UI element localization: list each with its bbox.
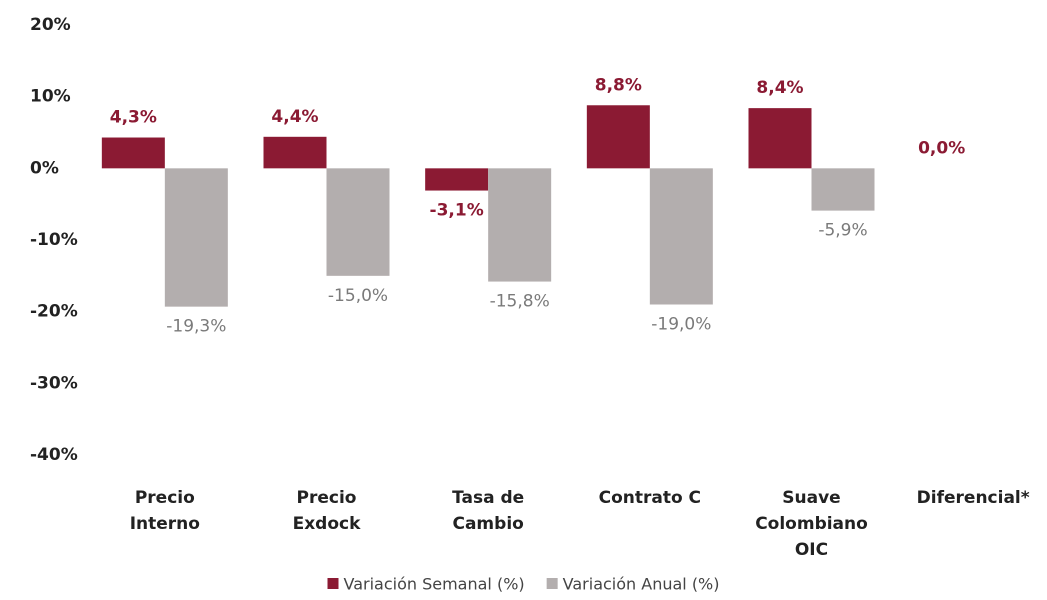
y-tick-label: -10% [30,230,78,250]
value-label: -19,0% [651,315,711,335]
y-tick-label: -40% [30,445,78,465]
y-tick-label: -30% [30,373,78,393]
value-label: 0,0% [918,138,965,158]
bar [586,105,650,169]
x-tick-label: Tasa de Cambio [452,488,524,534]
x-tick-label: Precio Interno [130,488,200,534]
y-tick-label: 20% [30,15,71,35]
legend: Variación Semanal (%) Variación Anual (%) [327,575,720,594]
bar [649,168,713,305]
bar [326,168,390,276]
value-label: 8,8% [595,75,642,95]
legend-label: Variación Semanal (%) [344,575,525,594]
y-tick-label: 10% [30,87,71,107]
bar [101,137,165,169]
bar [811,168,875,211]
bar [488,168,552,282]
value-label: -15,8% [490,292,550,312]
bar [164,168,228,307]
legend-swatch [546,578,558,589]
value-label: 4,4% [271,107,318,127]
bar [263,136,327,169]
value-label: -5,9% [818,221,867,241]
y-tick-label: -20% [30,302,78,322]
x-tick-label: Precio Exdock [293,488,362,534]
x-tick-label: Diferencial* [917,488,1030,508]
x-tick-label: Suave Colombiano OIC [755,488,868,560]
legend-label: Variación Anual (%) [563,575,720,594]
bar [425,168,489,191]
value-label: -15,0% [328,286,388,306]
x-tick-label: Contrato C [599,488,701,508]
value-label: 4,3% [110,108,157,128]
y-tick-label: 0% [30,158,59,178]
value-label: 8,4% [756,78,803,98]
legend-swatch [327,578,339,589]
bar [748,108,812,169]
value-label: -19,3% [166,317,226,337]
value-label: -3,1% [430,201,484,221]
